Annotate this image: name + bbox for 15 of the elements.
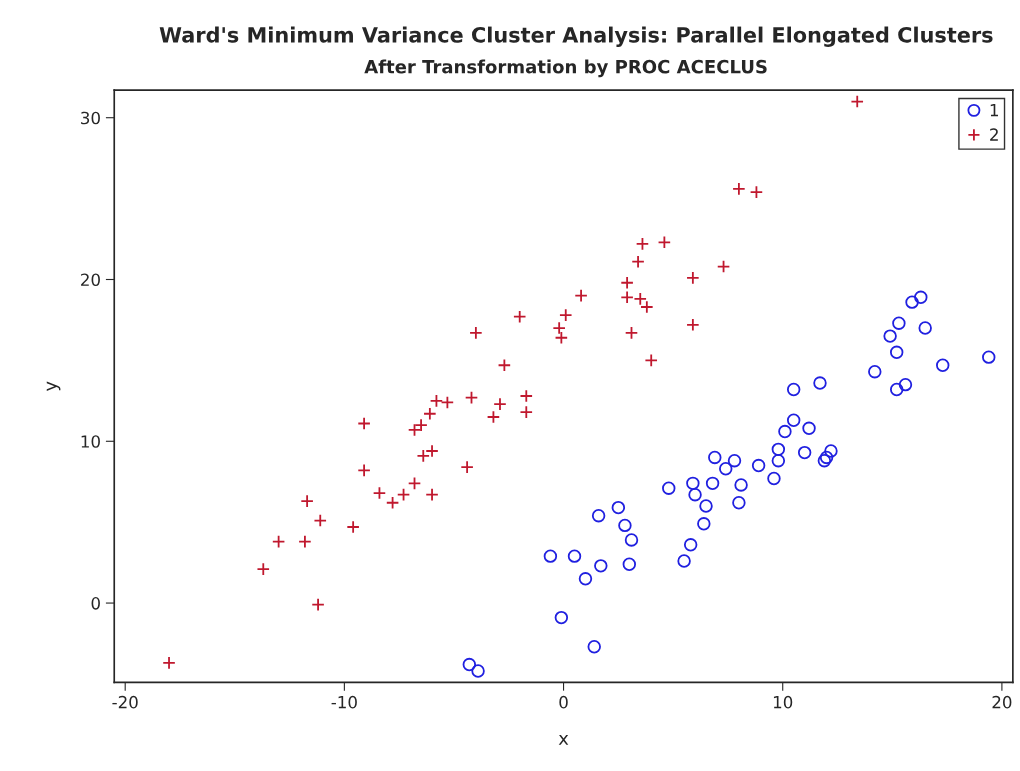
chart-subtitle: After Transformation by PROC ACECLUS bbox=[364, 59, 767, 78]
y-tick-label: 0 bbox=[91, 597, 100, 610]
chart-title: Ward's Minimum Variance Cluster Analysis: Parallel Elongated Clusters bbox=[159, 26, 993, 47]
x-axis-title: x bbox=[558, 734, 569, 745]
x-tick-label: 20 bbox=[992, 695, 1012, 709]
y-tick-label: 20 bbox=[81, 273, 100, 287]
x-tick-label: -20 bbox=[112, 695, 138, 709]
y-tick-label: 30 bbox=[81, 111, 100, 125]
legend-label: 2 bbox=[990, 128, 998, 141]
y-tick-label: 10 bbox=[81, 435, 100, 448]
legend-label: 1 bbox=[990, 104, 998, 117]
x-tick-label: -10 bbox=[331, 695, 357, 709]
x-tick-label: 0 bbox=[559, 695, 568, 709]
y-axis-title: y bbox=[46, 381, 61, 392]
x-tick-label: 10 bbox=[773, 695, 793, 709]
